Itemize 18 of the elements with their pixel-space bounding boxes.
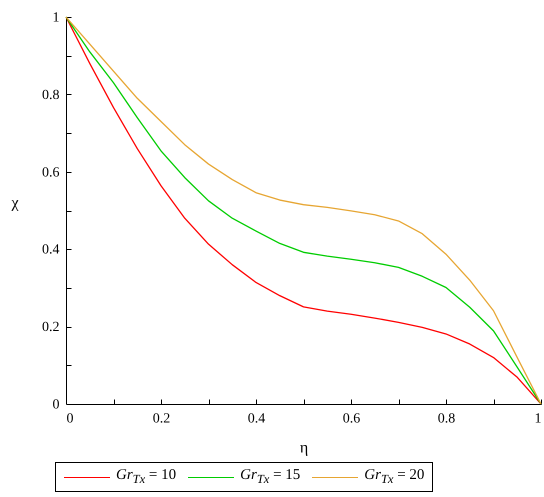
y-tick-label: 0 xyxy=(52,398,60,412)
legend-label: Gr$_{Tx}$ = 10 xyxy=(116,467,176,487)
x-axis-title: η xyxy=(300,440,308,456)
y-tick-label: 0.2 xyxy=(42,320,60,336)
y-axis-title: χ xyxy=(10,194,20,212)
y-tick-label: 0.6 xyxy=(42,165,60,180)
y-tick-label: 1 xyxy=(52,10,60,26)
line-series xyxy=(65,16,542,405)
x-tick-label: 0.6 xyxy=(342,412,360,426)
y-tick-label: 0.8 xyxy=(42,88,60,103)
x-tick-label: 0.4 xyxy=(248,412,266,426)
x-tick-label: 0.8 xyxy=(438,412,456,426)
x-tick-label: 1 xyxy=(534,412,542,426)
y-tick-label: 0.4 xyxy=(42,242,60,258)
x-tick-label: 0.2 xyxy=(152,412,170,426)
x-tick-label: 0 xyxy=(66,412,74,426)
legend-label: Gr$_{Tx}$ = 20 xyxy=(364,467,424,487)
legend-label: Gr$_{Tx}$ = 15 xyxy=(240,467,300,487)
